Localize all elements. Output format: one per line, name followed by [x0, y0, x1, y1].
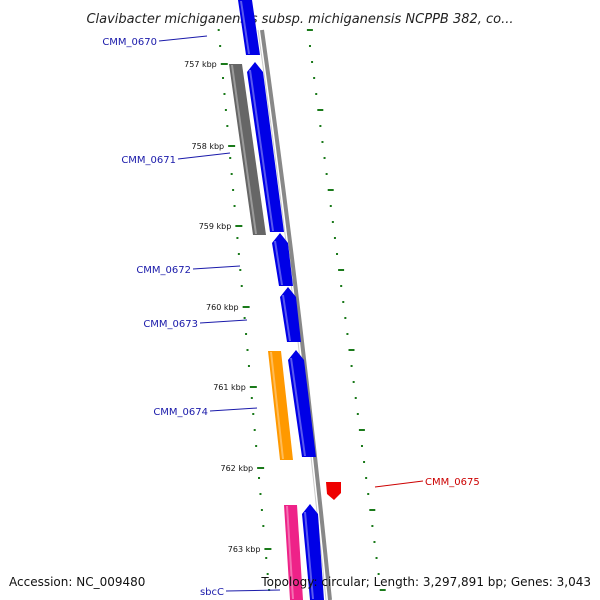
cds-forward-0670 [238, 0, 260, 55]
kbp-tick-label: 763 kbp [228, 545, 261, 554]
backbone-line [260, 29, 332, 600]
kbp-tick-label: 760 kbp [206, 303, 239, 312]
gene-leader-line [158, 35, 208, 42]
gene-label-cmm_0675: CMM_0675 [425, 477, 480, 488]
gene-leader-line [177, 152, 231, 160]
gene-label-cmm_0674: CMM_0674 [153, 407, 208, 418]
map-title: Clavibacter michiganensis subsp. michiga… [86, 12, 513, 27]
cds-forward-0671 [247, 62, 284, 232]
cds-forward-0673 [280, 287, 301, 342]
accession-text: Accession: NC_009480 [9, 575, 146, 589]
cds-forward-sbcC [302, 504, 324, 600]
cds-forward-0672-highlight [274, 241, 283, 285]
cds-reverse-gray-highlight [231, 65, 257, 234]
cds-reverse-orange [268, 351, 293, 460]
cds-forward-0673-highlight [282, 295, 291, 341]
gene-leader-line [209, 407, 258, 412]
gene-leader-line [199, 319, 248, 324]
gene-leader-line [192, 265, 241, 270]
gene-leader-line [225, 589, 281, 592]
genome-info-text: Topology: circular; Length: 3,297,891 bp… [261, 575, 591, 589]
cds-reverse-gray [229, 64, 266, 235]
cds-reverse-pink-highlight [286, 506, 294, 599]
gene-label-cmm_0670: CMM_0670 [102, 37, 157, 48]
kbp-tick-label: 758 kbp [192, 142, 225, 151]
cds-forward-0672 [272, 233, 293, 286]
gene-label-cmm_0672: CMM_0672 [136, 265, 191, 276]
kbp-tick-label: 759 kbp [199, 222, 232, 231]
cds-forward-0674 [288, 350, 316, 457]
cds-forward-0674-highlight [290, 358, 306, 456]
gene-label-sbcc: sbcC [200, 587, 224, 598]
gene-label-cmm_0673: CMM_0673 [143, 319, 198, 330]
cds-reverse-pink [284, 505, 303, 600]
kbp-tick-label: 757 kbp [184, 60, 217, 69]
kbp-tick-label: 762 kbp [221, 464, 254, 473]
cds-forward-0671-highlight [249, 70, 274, 231]
cds-reverse-orange-highlight [270, 352, 284, 459]
gene-label-cmm_0671: CMM_0671 [121, 155, 176, 166]
gene-leader-line [374, 480, 424, 488]
kbp-tick-label: 761 kbp [213, 383, 246, 392]
cds-forward-0670-highlight [240, 1, 250, 54]
cds-forward-sbcC-highlight [304, 512, 314, 599]
red-feature-0675 [326, 482, 341, 500]
